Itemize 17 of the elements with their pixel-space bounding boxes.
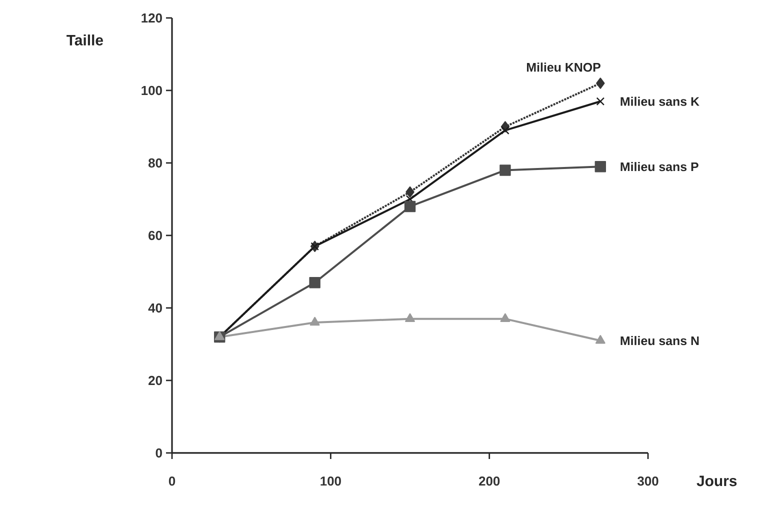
x-tick-label: 200 bbox=[478, 476, 500, 486]
y-tick-label: 0 bbox=[156, 448, 162, 458]
series-label: Milieu sans K bbox=[620, 96, 700, 106]
x-tick-label: 100 bbox=[320, 476, 341, 486]
y-tick-label: 20 bbox=[148, 376, 162, 386]
y-tick-label: 40 bbox=[148, 303, 162, 313]
y-tick-label: 100 bbox=[142, 86, 162, 96]
series-label: Milieu sans N bbox=[620, 336, 699, 346]
y-tick-label: 120 bbox=[142, 13, 162, 23]
y-axis-title: Taille bbox=[66, 34, 103, 46]
x-axis-title: Jours bbox=[696, 476, 737, 486]
series-label: Milieu sans P bbox=[620, 162, 698, 172]
y-tick-label: 80 bbox=[148, 158, 162, 168]
series-label: Milieu KNOP bbox=[526, 62, 600, 72]
x-tick-label: 0 bbox=[168, 476, 176, 486]
y-tick-label: 60 bbox=[148, 230, 162, 240]
x-tick-label: 300 bbox=[638, 476, 658, 486]
